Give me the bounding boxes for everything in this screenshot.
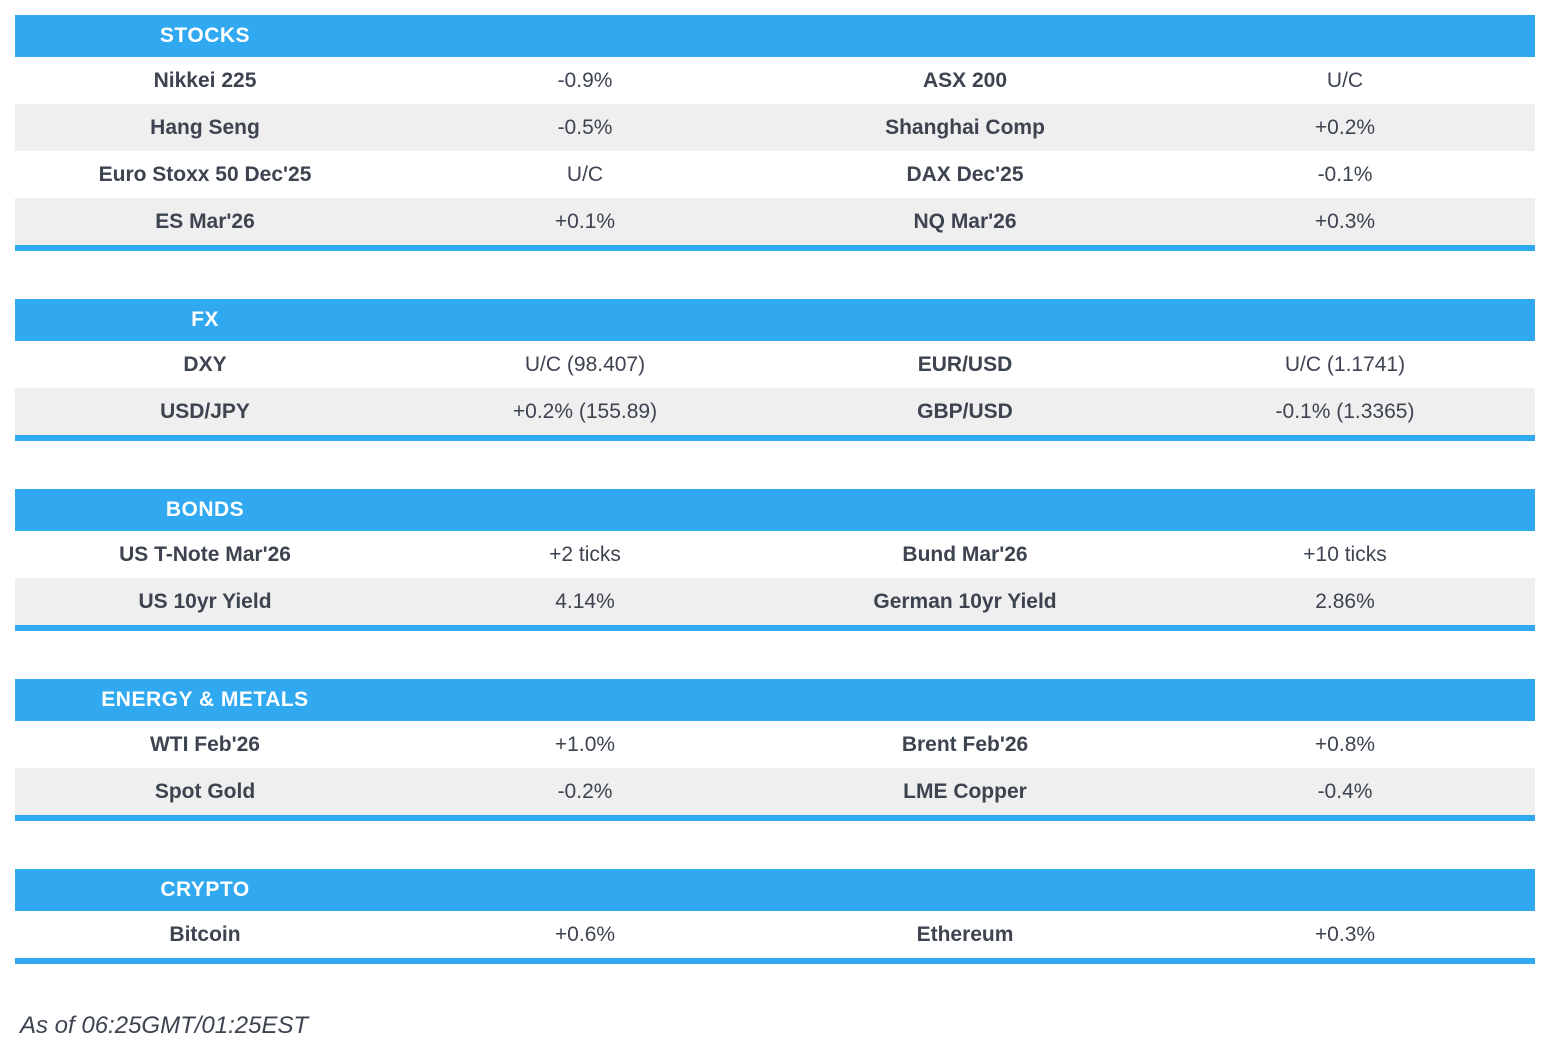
right-label-cell: Brent Feb'26: [901, 733, 1029, 756]
right-value-cell: -0.1% (1.3365): [1275, 400, 1415, 423]
right-label-cell: ASX 200: [922, 69, 1008, 92]
right-label-cell: Shanghai Comp: [885, 116, 1045, 139]
table-row: Bitcoin +0.6% Ethereum +0.3%: [15, 911, 1535, 958]
section-title: ENERGY & METALS: [101, 688, 309, 711]
right-value-cell: +0.3%: [1314, 210, 1376, 233]
section-header: CRYPTO: [15, 869, 1535, 911]
left-label-cell: USD/JPY: [160, 400, 250, 423]
left-label-cell: Bitcoin: [169, 923, 241, 946]
left-value-cell: U/C: [566, 163, 604, 186]
right-label-cell: EUR/USD: [917, 353, 1013, 376]
left-value-cell: +1.0%: [554, 733, 616, 756]
table-row: WTI Feb'26 +1.0% Brent Feb'26 +0.8%: [15, 721, 1535, 768]
left-label-cell: WTI Feb'26: [149, 733, 260, 756]
table-row: DXY U/C (98.407) EUR/USD U/C (1.1741): [15, 341, 1535, 388]
timestamp-note: As of 06:25GMT/01:25EST: [20, 1012, 309, 1039]
market-sections: STOCKS Nikkei 225 -0.9% ASX 200 U/C Hang Seng…: [15, 15, 1535, 964]
right-label-cell: DAX Dec'25: [906, 163, 1024, 186]
section-title: CRYPTO: [160, 878, 250, 901]
table-row: US T-Note Mar'26 +2 ticks Bund Mar'26 +10 t…: [15, 531, 1535, 578]
section-title: BONDS: [165, 498, 245, 521]
left-label-cell: Euro Stoxx 50 Dec'25: [98, 163, 312, 186]
right-label-cell: LME Copper: [903, 780, 1027, 803]
section-title: FX: [191, 308, 219, 331]
table-row: Spot Gold -0.2% LME Copper -0.4%: [15, 768, 1535, 815]
section-header: FX: [15, 299, 1535, 341]
section-fx: FX DXY U/C (98.407) EUR/USD U/C (1.1741) USD/…: [15, 299, 1535, 441]
left-label-cell: US T-Note Mar'26: [119, 543, 291, 566]
left-value-cell: -0.5%: [557, 116, 613, 139]
left-label-cell: Spot Gold: [154, 780, 256, 803]
right-label-cell: Ethereum: [916, 923, 1014, 946]
section-crypto: CRYPTO Bitcoin +0.6% Ethereum +0.3%: [15, 869, 1535, 964]
left-label-cell: ES Mar'26: [155, 210, 255, 233]
right-value-cell: -0.4%: [1317, 780, 1373, 803]
left-label-cell: Hang Seng: [150, 116, 260, 139]
section-energy-metals: ENERGY & METALS WTI Feb'26 +1.0% Brent Feb'…: [15, 679, 1535, 821]
section-header: BONDS: [15, 489, 1535, 531]
right-value-cell: +10 ticks: [1303, 543, 1387, 566]
left-value-cell: +2 ticks: [549, 543, 621, 566]
left-value-cell: U/C (98.407): [524, 353, 646, 376]
left-value-cell: -0.2%: [557, 780, 613, 803]
right-value-cell: +0.2%: [1314, 116, 1376, 139]
table-row: Nikkei 225 -0.9% ASX 200 U/C: [15, 57, 1535, 104]
right-label-cell: GBP/USD: [917, 400, 1013, 423]
right-value-cell: U/C: [1326, 69, 1364, 92]
left-value-cell: 4.14%: [555, 590, 615, 613]
table-row: US 10yr Yield 4.14% German 10yr Yield 2.86%: [15, 578, 1535, 625]
table-row: USD/JPY +0.2% (155.89) GBP/USD -0.1% (1.336…: [15, 388, 1535, 435]
table-row: Hang Seng -0.5% Shanghai Comp +0.2%: [15, 104, 1535, 151]
left-label-cell: Nikkei 225: [153, 69, 257, 92]
left-value-cell: -0.9%: [557, 69, 613, 92]
left-label-cell: US 10yr Yield: [138, 590, 272, 613]
table-row: ES Mar'26 +0.1% NQ Mar'26 +0.3%: [15, 198, 1535, 245]
right-label-cell: German 10yr Yield: [873, 590, 1057, 613]
right-value-cell: U/C (1.1741): [1284, 353, 1406, 376]
section-stocks: STOCKS Nikkei 225 -0.9% ASX 200 U/C Hang Seng…: [15, 15, 1535, 251]
right-value-cell: +0.3%: [1314, 923, 1376, 946]
section-bonds: BONDS US T-Note Mar'26 +2 ticks Bund Mar'26…: [15, 489, 1535, 631]
section-header: STOCKS: [15, 15, 1535, 57]
left-value-cell: +0.1%: [554, 210, 616, 233]
right-label-cell: Bund Mar'26: [902, 543, 1028, 566]
left-value-cell: +0.2% (155.89): [512, 400, 658, 423]
section-title: STOCKS: [159, 24, 251, 47]
left-label-cell: DXY: [183, 353, 227, 376]
right-label-cell: NQ Mar'26: [913, 210, 1017, 233]
section-header: ENERGY & METALS: [15, 679, 1535, 721]
right-value-cell: 2.86%: [1315, 590, 1375, 613]
right-value-cell: -0.1%: [1317, 163, 1373, 186]
left-value-cell: +0.6%: [554, 923, 616, 946]
table-row: Euro Stoxx 50 Dec'25 U/C DAX Dec'25 -0.1%: [15, 151, 1535, 198]
right-value-cell: +0.8%: [1314, 733, 1376, 756]
